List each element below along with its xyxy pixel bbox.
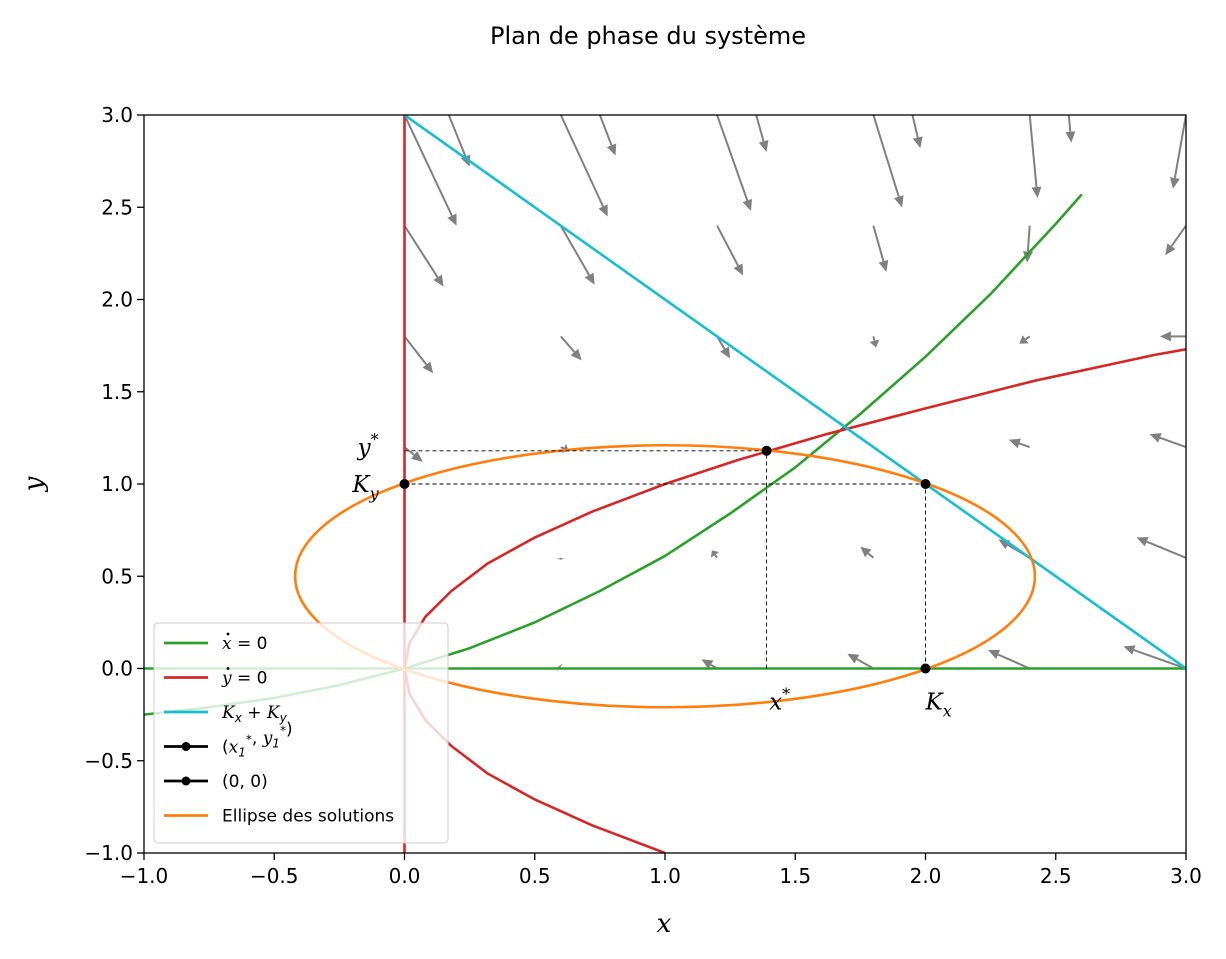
quiver-arrow — [403, 225, 444, 287]
equilibrium-markers — [399, 445, 931, 674]
y-tick-label: 2.5 — [101, 195, 133, 219]
annotation-label: Kx — [925, 690, 952, 721]
quiver-arrow — [1149, 433, 1186, 449]
curve-layer — [144, 115, 1186, 853]
quiver-arrow — [555, 557, 566, 560]
y-tick-label: 0.0 — [101, 657, 133, 681]
legend-item-xdot: x = 0 — [164, 632, 267, 654]
x-axis-label: x — [657, 909, 672, 939]
quiver-arrow — [860, 546, 875, 559]
quiver-arrow — [1065, 115, 1076, 143]
quiver-arrow — [1136, 537, 1186, 559]
legend-label: y = 0 — [221, 669, 267, 689]
solution-ellipse — [293, 443, 1037, 709]
quiver-arrow — [710, 550, 720, 559]
series-kline-line — [403, 115, 1186, 670]
equilibrium-point — [761, 445, 772, 456]
legend-item-kline: Kx + Ky — [164, 703, 288, 725]
legend: x = 0 y = 0 Kx + Ky(x1*, y1*) (0, 0) Ellipse… — [153, 622, 449, 844]
x-tick-label: 0.5 — [519, 864, 551, 888]
quiver-arrow — [988, 649, 1031, 670]
quiver-arrow — [1159, 331, 1186, 342]
axis-ticks: −1.0 −0.5 0.0 0.5 1.0 1.5 2.0 2.5 3.0 −1.0 −0.5 0.0… — [84, 103, 1201, 888]
legend-label: x = 0 — [222, 634, 267, 654]
x-tick-label: 0.0 — [389, 864, 421, 888]
legend-box — [153, 622, 449, 844]
derivative-dot — [226, 667, 230, 670]
equilibrium-point — [920, 663, 931, 674]
legend-item-origin: (0, 0) — [164, 772, 268, 792]
quiver-arrow — [1022, 225, 1033, 263]
legend-marker — [181, 776, 191, 786]
y-tick-label: 2.0 — [101, 288, 133, 312]
legend-marker — [181, 742, 191, 751]
quiver-arrow — [911, 115, 923, 149]
quiver-arrow — [403, 335, 434, 374]
y-axis-label: y — [19, 476, 49, 492]
vector-field — [403, 115, 1186, 672]
y-tick-label: 3.0 — [101, 103, 133, 127]
point-annotations: y* Ky x* Kx — [351, 430, 951, 721]
derivative-dot — [226, 632, 230, 636]
quiver-arrow — [1165, 225, 1186, 256]
quiver-arrow — [1169, 115, 1186, 189]
quiver-arrow — [872, 115, 904, 208]
quiver-arrow — [559, 115, 608, 217]
quiver-arrow — [1028, 115, 1042, 199]
quiver-arrow — [560, 335, 582, 361]
legend-item-eq1: (x1*, y1*) — [164, 720, 293, 760]
quiver-arrow — [1123, 645, 1186, 670]
quiver-arrow — [847, 653, 874, 670]
y-tick-label: −0.5 — [84, 749, 133, 773]
quiver-arrow — [716, 225, 744, 276]
quiver-arrow — [1019, 335, 1031, 344]
y-tick-label: 0.5 — [101, 564, 133, 588]
quiver-arrow — [403, 446, 423, 462]
x-tick-label: 2.5 — [1040, 864, 1072, 888]
annotation-label: y* — [357, 430, 379, 461]
chart-title: Plan de phase du système — [490, 22, 806, 50]
equilibrium-point — [399, 479, 410, 489]
legend-label: (0, 0) — [222, 772, 268, 792]
legend-label: (x1*, y1*) — [222, 720, 293, 760]
quiver-arrow — [559, 225, 595, 285]
x-tick-label: 1.0 — [649, 864, 681, 888]
x-tick-label: 2.0 — [910, 864, 942, 888]
x-tick-label: −0.5 — [250, 864, 299, 888]
x-tick-label: −1.0 — [120, 864, 169, 888]
annotation-label: Ky — [351, 472, 379, 503]
quiver-arrow — [1008, 438, 1031, 449]
guide-lines — [404, 450, 926, 669]
annotation-label: x* — [769, 685, 790, 716]
x-tick-label: 3.0 — [1170, 864, 1202, 888]
quiver-arrow — [869, 336, 880, 348]
quiver-arrow — [716, 115, 753, 211]
quiver-arrow — [403, 115, 457, 226]
x-tick-label: 1.5 — [779, 864, 811, 888]
legend-item-ellipse: Ellipse des solutions — [164, 807, 394, 827]
y-tick-label: 1.0 — [101, 472, 133, 496]
quiver-arrow — [755, 115, 769, 152]
legend-label: Ellipse des solutions — [222, 807, 394, 827]
quiver-arrow — [598, 115, 617, 156]
y-tick-label: −1.0 — [84, 841, 133, 865]
series-ydot-line — [403, 348, 1186, 853]
quiver-arrow — [872, 225, 889, 272]
legend-label: Kx + Ky — [221, 703, 288, 725]
equilibrium-point — [920, 479, 931, 489]
legend-item-ydot: y = 0 — [164, 667, 267, 689]
y-tick-label: 1.5 — [101, 380, 133, 404]
